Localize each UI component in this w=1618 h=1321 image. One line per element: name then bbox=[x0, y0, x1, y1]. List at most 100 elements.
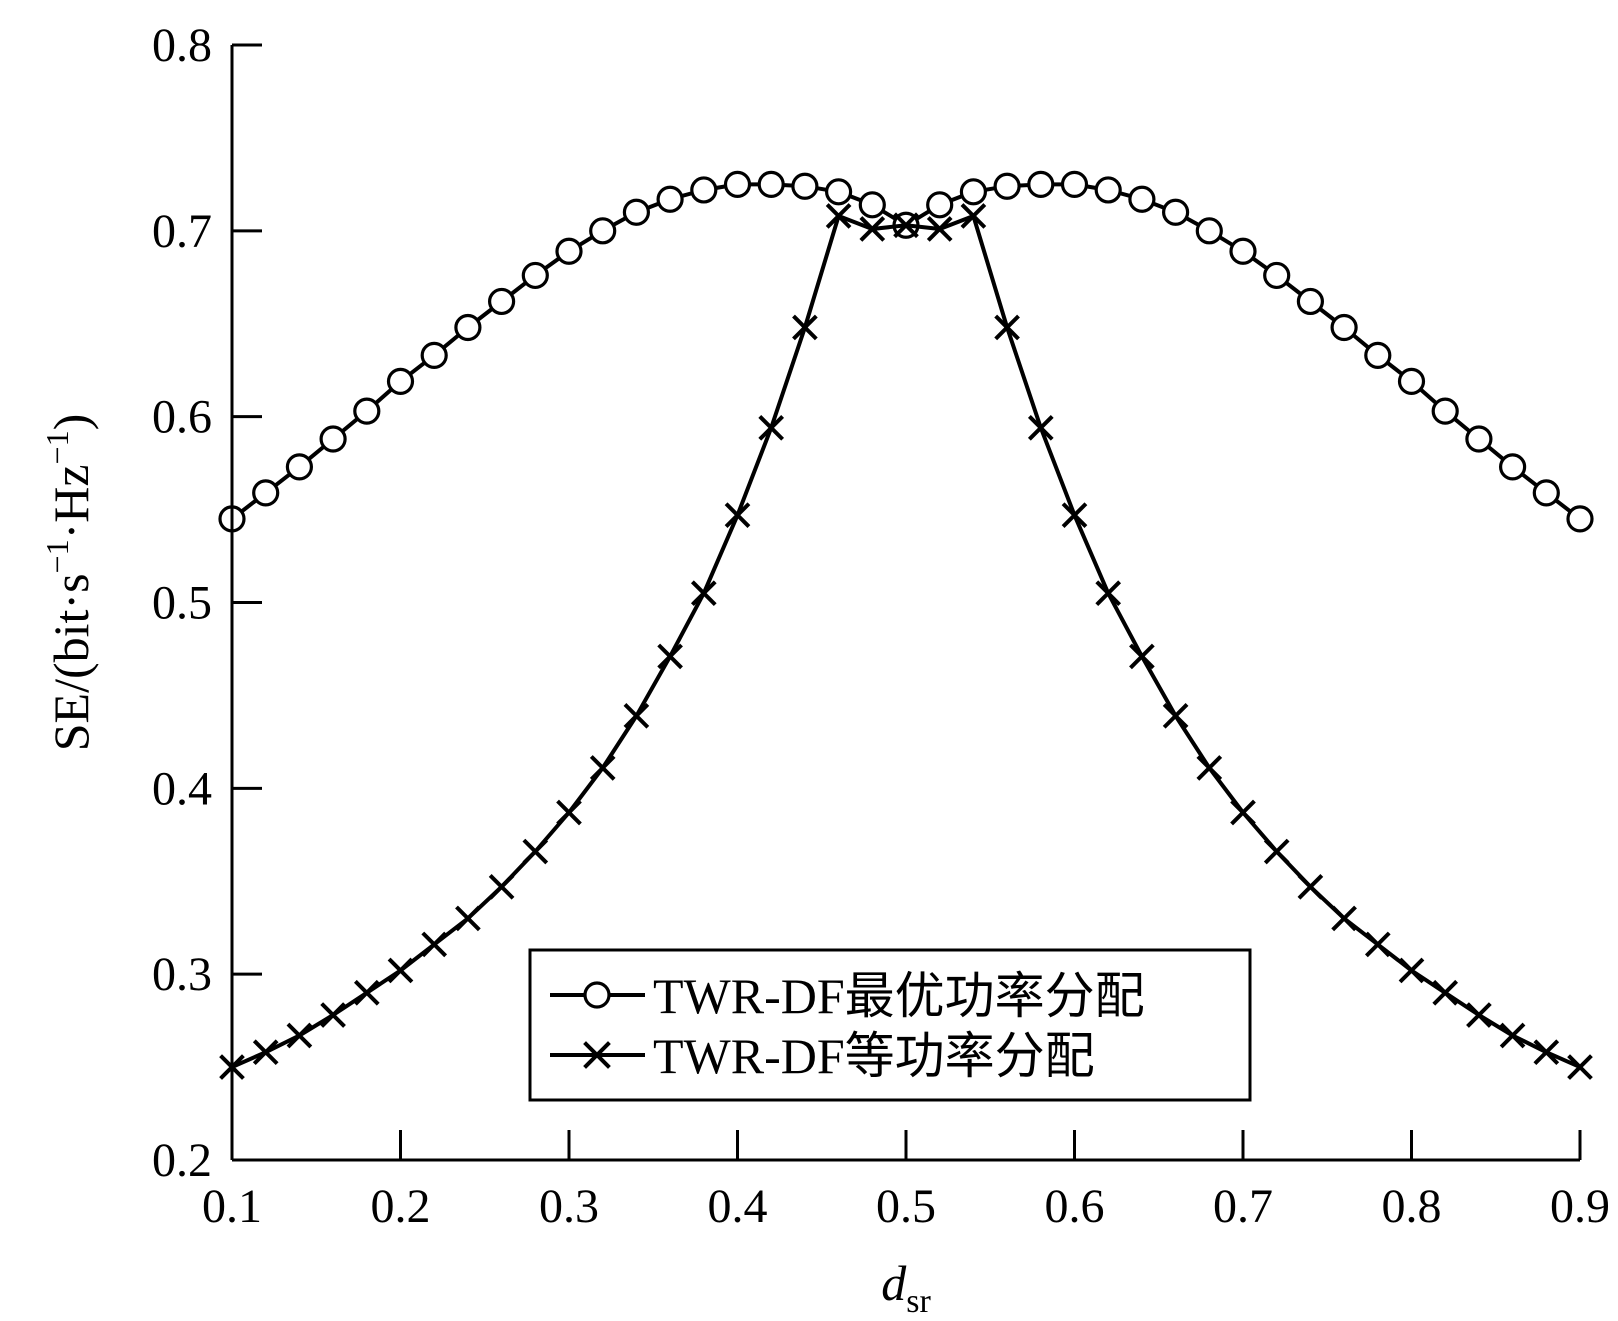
y-axis-title: SE/(bit·s−1·Hz−1) bbox=[39, 414, 99, 752]
x-marker bbox=[286, 1022, 313, 1049]
x-marker bbox=[724, 502, 751, 528]
circle-marker bbox=[1532, 479, 1560, 507]
legend-box bbox=[528, 948, 1252, 1102]
x-axis-title-subscript: sr bbox=[906, 1283, 931, 1320]
circle-marker bbox=[1195, 217, 1223, 245]
x-axis-title: dsr bbox=[881, 1255, 931, 1320]
y-title-sup-2: −1 bbox=[39, 430, 75, 464]
y-title-sup-1: −1 bbox=[39, 539, 75, 573]
y-title-part-3: ) bbox=[43, 414, 99, 431]
legend-label-optimal: TWR-DF最优功率分配 bbox=[653, 968, 1145, 1024]
x-marker bbox=[1364, 931, 1391, 958]
legend-circle-marker bbox=[583, 981, 611, 1009]
x-marker bbox=[1129, 643, 1155, 670]
x-tick-label: 0.8 bbox=[1382, 1180, 1442, 1233]
circle-marker bbox=[1027, 170, 1055, 198]
x-marker bbox=[522, 838, 549, 865]
circle-marker bbox=[824, 178, 853, 206]
circle-marker bbox=[589, 217, 617, 245]
circle-marker bbox=[1263, 261, 1291, 290]
legend-item-optimal: TWR-DF最优功率分配 bbox=[550, 968, 1145, 1024]
y-tick-label: 0.6 bbox=[152, 391, 212, 444]
x-tick-label: 0.9 bbox=[1550, 1180, 1610, 1233]
y-tick-label: 0.2 bbox=[152, 1134, 212, 1187]
circle-marker bbox=[690, 176, 718, 204]
circle-marker bbox=[993, 172, 1021, 200]
circle-marker bbox=[285, 453, 313, 481]
x-marker bbox=[623, 703, 650, 729]
circle-marker bbox=[488, 287, 516, 316]
circle-marker bbox=[555, 237, 583, 265]
y-axis: 0.2 0.3 0.4 0.5 0.6 0.7 0.8 bbox=[152, 19, 262, 1187]
x-marker bbox=[960, 203, 987, 229]
circle-marker bbox=[1094, 176, 1122, 204]
x-marker bbox=[926, 216, 953, 242]
circle-marker bbox=[1364, 341, 1392, 369]
y-tick-label: 0.4 bbox=[152, 762, 212, 815]
x-marker bbox=[1466, 1002, 1492, 1028]
circle-marker bbox=[1397, 367, 1426, 395]
x-marker bbox=[1263, 838, 1290, 865]
x-tick-label: 0.5 bbox=[876, 1180, 936, 1233]
y-tick-label: 0.5 bbox=[152, 577, 212, 630]
circle-marker bbox=[1229, 237, 1257, 265]
circle-marker bbox=[252, 479, 280, 507]
circle-marker bbox=[454, 313, 482, 342]
circle-marker bbox=[353, 397, 381, 425]
x-marker bbox=[758, 414, 785, 441]
x-marker bbox=[488, 873, 515, 900]
x-marker bbox=[1432, 979, 1459, 1006]
x-marker bbox=[1196, 755, 1223, 781]
x-marker bbox=[1095, 580, 1122, 607]
x-marker bbox=[825, 203, 852, 229]
x-axis: 0.1 0.2 0.3 0.4 0.5 0.6 0.7 0.8 0.9 bbox=[202, 1130, 1610, 1233]
y-tick-label: 0.7 bbox=[152, 205, 212, 258]
x-marker bbox=[690, 580, 717, 607]
circle-marker bbox=[1128, 185, 1156, 213]
plot-series bbox=[218, 170, 1594, 1080]
x-tick-label: 0.7 bbox=[1213, 1180, 1273, 1233]
series-equal bbox=[219, 203, 1593, 1080]
x-marker bbox=[387, 957, 414, 984]
x-tick-label: 0.2 bbox=[371, 1180, 431, 1233]
circle-marker bbox=[1060, 170, 1089, 198]
circle-marker bbox=[926, 191, 954, 219]
legend: TWR-DF最优功率分配 TWR-DF等功率分配 bbox=[528, 948, 1252, 1102]
x-marker bbox=[994, 314, 1020, 341]
circle-marker bbox=[791, 172, 819, 200]
x-marker bbox=[589, 755, 616, 781]
x-marker bbox=[320, 1002, 346, 1028]
x-marker bbox=[792, 314, 818, 341]
x-tick-label: 0.1 bbox=[202, 1180, 262, 1233]
x-marker bbox=[1230, 799, 1256, 826]
x-tick-label: 0.4 bbox=[708, 1180, 768, 1233]
x-marker bbox=[1567, 1054, 1593, 1080]
x-marker bbox=[556, 799, 582, 826]
x-marker bbox=[252, 1039, 279, 1066]
circle-marker bbox=[757, 170, 785, 198]
y-title-part-1: SE/(bit·s bbox=[43, 573, 99, 751]
circle-marker bbox=[723, 170, 752, 198]
x-marker bbox=[1398, 957, 1425, 984]
circle-marker bbox=[1566, 505, 1594, 533]
x-marker bbox=[1533, 1039, 1560, 1066]
x-marker bbox=[657, 643, 683, 670]
circle-marker bbox=[959, 178, 988, 206]
circle-marker bbox=[420, 341, 448, 369]
x-marker bbox=[1061, 502, 1088, 528]
x-marker bbox=[1027, 414, 1054, 441]
circle-marker bbox=[1296, 287, 1325, 316]
circle-marker bbox=[1465, 425, 1493, 453]
x-tick-label: 0.3 bbox=[539, 1180, 599, 1233]
x-marker bbox=[1297, 873, 1324, 900]
x-tick-label: 0.6 bbox=[1045, 1180, 1105, 1233]
circle-marker bbox=[1330, 313, 1358, 342]
circle-marker bbox=[319, 425, 347, 453]
x-marker bbox=[859, 216, 886, 242]
circle-marker bbox=[1161, 198, 1190, 226]
x-marker bbox=[353, 979, 380, 1006]
legend-x-marker bbox=[583, 1041, 611, 1069]
x-marker bbox=[421, 931, 448, 958]
x-axis-title-main: d bbox=[881, 1255, 907, 1311]
